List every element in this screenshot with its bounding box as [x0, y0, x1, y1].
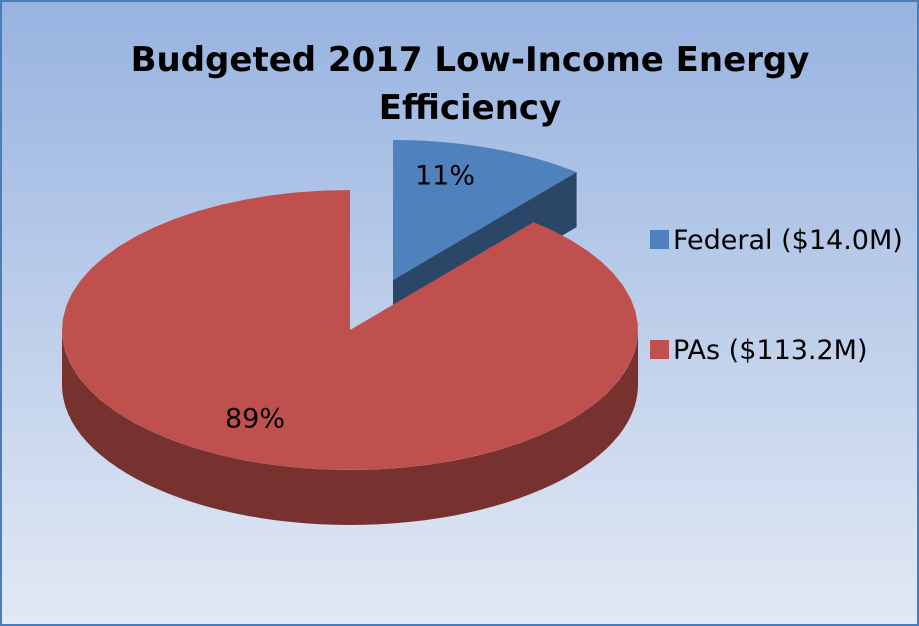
pie — [62, 140, 638, 525]
chart-title: Budgeted 2017 Low-Income Energy Efficien… — [130, 40, 810, 128]
legend-swatch — [650, 230, 669, 249]
legend-swatch — [650, 340, 669, 359]
data-label: 89% — [225, 404, 285, 435]
legend-label: Federal ($14.0M) — [673, 225, 903, 256]
slice — [62, 190, 638, 470]
data-label: 11% — [415, 161, 475, 192]
legend-label: PAs ($113.2M) — [673, 335, 868, 366]
slice — [393, 140, 577, 280]
slice-side — [62, 330, 638, 525]
